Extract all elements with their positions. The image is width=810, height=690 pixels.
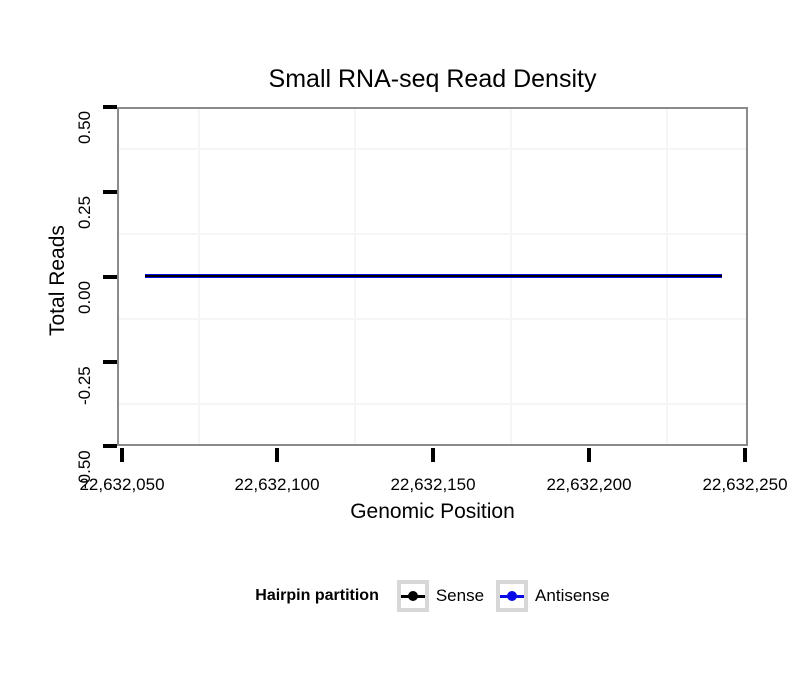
sense-series-line bbox=[145, 275, 722, 277]
legend-title: Hairpin partition bbox=[255, 587, 379, 604]
legend-item-sense: Sense bbox=[396, 580, 485, 612]
y-tick-label: 0.00 bbox=[75, 280, 94, 314]
legend: Hairpin partition Sense Antisense bbox=[117, 580, 748, 612]
antisense-key-icon bbox=[496, 580, 529, 612]
y-minor-gridline bbox=[119, 233, 746, 235]
y-minor-gridline bbox=[119, 318, 746, 320]
y-axis-title: Total Reads bbox=[46, 225, 69, 336]
y-tick-label: 0.50 bbox=[75, 110, 94, 144]
x-tick-label: 22,632,150 bbox=[390, 475, 476, 494]
y-tick bbox=[103, 105, 117, 109]
x-tick-label: 22,632,050 bbox=[79, 475, 165, 494]
x-tick bbox=[587, 448, 591, 462]
y-tick bbox=[103, 360, 117, 364]
x-tick bbox=[120, 448, 124, 462]
antisense-key-dot bbox=[507, 591, 518, 601]
x-tick-label: 22,632,250 bbox=[702, 475, 788, 494]
plot-panel bbox=[117, 107, 748, 446]
y-minor-gridline bbox=[119, 403, 746, 405]
legend-label-antisense: Antisense bbox=[535, 586, 610, 605]
y-tick bbox=[103, 275, 117, 279]
y-minor-gridline bbox=[119, 148, 746, 150]
x-tick-label: 22,632,100 bbox=[234, 475, 320, 494]
y-tick-label: 0.25 bbox=[75, 195, 94, 229]
x-tick-label: 22,632,200 bbox=[546, 475, 632, 494]
x-tick bbox=[275, 448, 279, 462]
sense-key-dot bbox=[407, 591, 418, 601]
legend-label-sense: Sense bbox=[435, 586, 485, 605]
x-tick bbox=[743, 448, 747, 462]
y-tick-label: -0.25 bbox=[75, 366, 94, 405]
sense-key-icon bbox=[396, 580, 429, 612]
y-tick bbox=[103, 190, 117, 194]
plot-title: Small RNA-seq Read Density bbox=[268, 65, 597, 93]
legend-item-antisense: Antisense bbox=[496, 580, 610, 612]
x-axis-title: Genomic Position bbox=[350, 500, 515, 523]
x-tick bbox=[431, 448, 435, 462]
y-tick bbox=[103, 444, 117, 448]
